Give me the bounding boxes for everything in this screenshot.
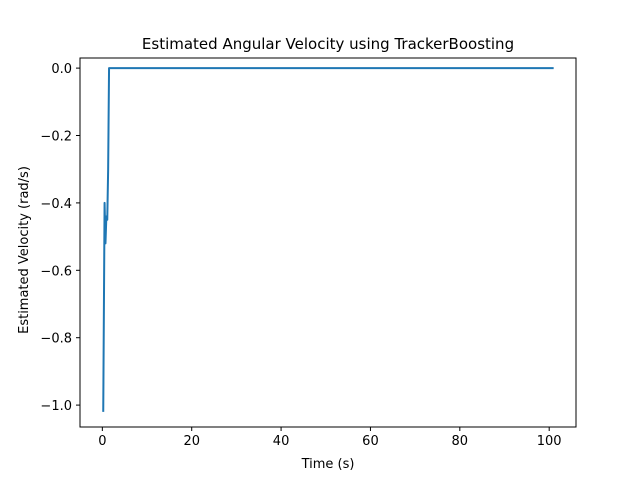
- plot-frame: [79, 57, 577, 428]
- x-tick-label: 60: [362, 434, 379, 449]
- y-tick-label: −0.2: [40, 130, 72, 145]
- x-axis: 0 20 40 60 80 100: [98, 427, 562, 449]
- x-axis-label: Time (s): [301, 457, 355, 472]
- y-axis-label: Estimated Velocity (rad/s): [17, 166, 32, 334]
- y-tick-label: −1.0: [40, 399, 72, 414]
- x-tick-label: 20: [183, 434, 200, 449]
- x-tick-label: 0: [98, 434, 106, 449]
- y-tick-label: −0.4: [40, 197, 72, 212]
- y-axis: 0.0 −0.2 −0.4 −0.6 −0.8 −1.0: [40, 62, 80, 414]
- x-tick-label: 80: [452, 434, 469, 449]
- y-tick-label: −0.6: [40, 264, 72, 279]
- chart-title: Estimated Angular Velocity using Tracker…: [142, 35, 514, 53]
- y-tick-label: 0.0: [51, 62, 72, 77]
- x-tick-label: 100: [537, 434, 562, 449]
- series-line-0: [102, 67, 554, 412]
- y-tick-label: −0.8: [40, 332, 72, 347]
- plot-area: [102, 67, 554, 412]
- x-tick-label: 40: [273, 434, 290, 449]
